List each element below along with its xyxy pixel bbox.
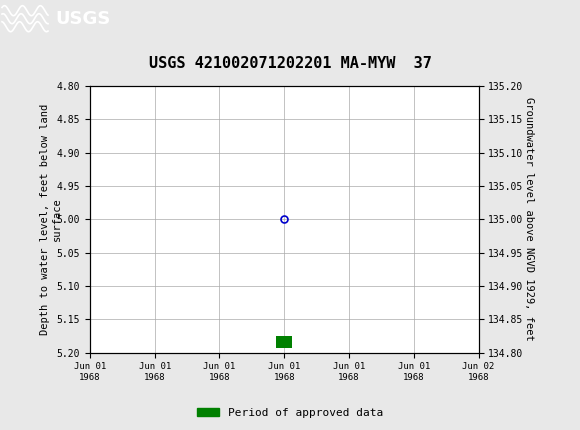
Y-axis label: Groundwater level above NGVD 1929, feet: Groundwater level above NGVD 1929, feet bbox=[524, 98, 534, 341]
Text: USGS 421002071202201 MA-MYW  37: USGS 421002071202201 MA-MYW 37 bbox=[148, 56, 432, 71]
Text: USGS: USGS bbox=[55, 10, 110, 28]
Y-axis label: Depth to water level, feet below land
surface: Depth to water level, feet below land su… bbox=[41, 104, 62, 335]
Legend: Period of approved data: Period of approved data bbox=[193, 403, 387, 422]
Bar bbox=[277, 336, 292, 348]
